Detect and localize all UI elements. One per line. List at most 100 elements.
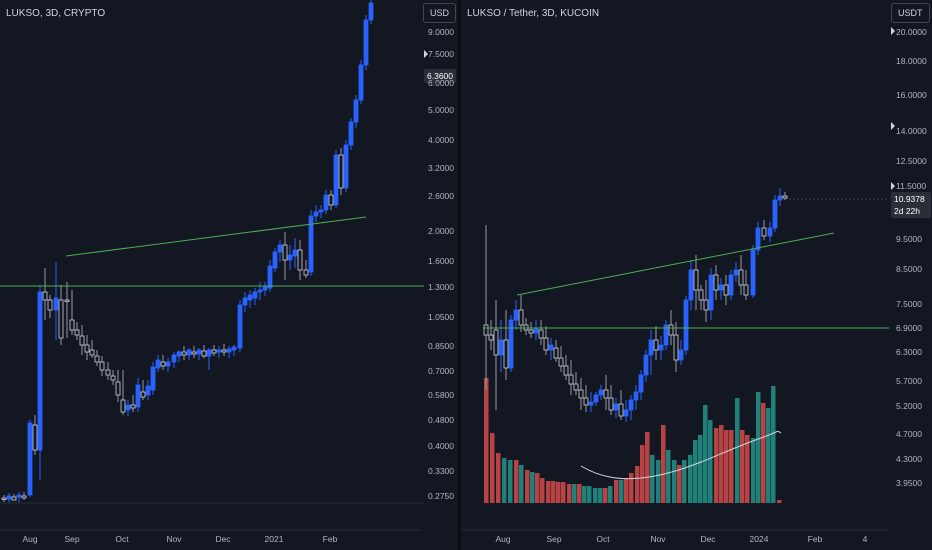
- candle: [84, 344, 90, 353]
- last-price-tag: [891, 192, 931, 218]
- candle: [58, 299, 64, 339]
- volume-bar: [598, 488, 603, 503]
- y-axis-label: 0.3300: [428, 466, 454, 476]
- candle: [658, 344, 664, 351]
- volume-bar: [666, 450, 671, 503]
- y-axis-label: 7.5000: [428, 49, 454, 59]
- candle: [323, 194, 329, 211]
- last-price-tag: [424, 69, 456, 83]
- candle: [498, 339, 504, 356]
- x-axis-label: 4: [863, 534, 868, 544]
- y-axis-label: 7.5000: [896, 299, 922, 309]
- candle: [171, 354, 177, 363]
- candle: [708, 274, 714, 311]
- x-axis-label: 2021: [265, 534, 284, 544]
- volume-bar: [745, 435, 750, 503]
- candle: [488, 334, 494, 341]
- volume-bar: [508, 460, 513, 503]
- candle: [237, 304, 243, 349]
- candle: [543, 337, 549, 351]
- candle: [32, 424, 38, 451]
- candle: [628, 399, 634, 411]
- volume-bar: [572, 484, 577, 503]
- candle: [333, 154, 339, 206]
- volume-bar: [514, 460, 519, 503]
- candle: [313, 211, 319, 217]
- volume-bar: [677, 465, 682, 503]
- y-axis-label: 3.2000: [428, 163, 454, 173]
- candle: [573, 383, 579, 391]
- candle: [593, 394, 599, 403]
- y-axis-label: 5.2000: [896, 401, 922, 411]
- price-marker-icon: [891, 122, 895, 130]
- y-axis-label: 8.5000: [896, 264, 922, 274]
- trend-line[interactable]: [65, 216, 367, 257]
- x-axis-label: Oct: [115, 534, 129, 544]
- candle: [16, 494, 22, 498]
- candle: [598, 389, 604, 396]
- candle: [27, 422, 33, 496]
- y-axis-label: 2.6000: [428, 191, 454, 201]
- candle: [743, 284, 749, 296]
- y-axis-label: 5.7000: [896, 376, 922, 386]
- candle: [653, 339, 659, 351]
- candle: [363, 19, 369, 66]
- candle: [508, 319, 514, 369]
- volume-bar: [656, 460, 661, 503]
- candle: [513, 309, 519, 321]
- volume-bar: [635, 466, 640, 503]
- candle: [47, 299, 53, 311]
- candle: [145, 385, 151, 396]
- volume-bar: [661, 425, 666, 503]
- y-axis-label: 20.0000: [896, 27, 927, 37]
- volume-bar: [603, 488, 608, 503]
- trend-line[interactable]: [516, 232, 835, 296]
- left-symbol-title: LUKSO, 3D, CRYPTO: [6, 8, 106, 19]
- candle: [231, 346, 237, 351]
- y-axis-label: 0.4800: [428, 415, 454, 425]
- left-chart-panel[interactable]: 6.3600 9.0000 7.5000 6.0000 5.0000 4.0000 3.2…: [0, 0, 458, 550]
- volume-bar: [751, 438, 756, 503]
- y-axis-label: 0.5800: [428, 390, 454, 400]
- right-currency-button[interactable]: USDT: [891, 3, 930, 23]
- volume-bar: [682, 460, 687, 503]
- candle: [578, 389, 584, 399]
- right-price-chart[interactable]: 10.9378 2d 22h 20.0000 18.0000 16.0000 14.00…: [461, 0, 932, 550]
- volume-bar: [756, 392, 761, 503]
- candle: [135, 384, 141, 408]
- left-currency-button[interactable]: USD: [423, 3, 457, 23]
- y-axis-label: 6.0000: [428, 78, 454, 88]
- candle: [728, 274, 734, 296]
- x-axis-label: Sep: [64, 534, 79, 544]
- candle: [755, 227, 761, 251]
- candle: [191, 351, 197, 355]
- y-axis-label: 14.0000: [896, 126, 927, 136]
- candle: [160, 361, 166, 367]
- candle: [608, 397, 614, 411]
- volume-bar: [672, 460, 677, 503]
- y-axis-label: 0.7000: [428, 366, 454, 376]
- candle: [297, 249, 303, 271]
- candle: [533, 327, 539, 334]
- candle: [165, 361, 171, 367]
- candle: [688, 269, 694, 301]
- x-axis-label: Feb: [323, 534, 338, 544]
- candle: [247, 294, 253, 301]
- candle: [226, 348, 232, 353]
- volume-bar: [593, 488, 598, 503]
- y-axis-label: 9.0000: [428, 27, 454, 37]
- volume-bar: [766, 408, 771, 503]
- candle: [772, 199, 778, 229]
- volume-bar: [619, 480, 624, 503]
- volume-bar: [530, 472, 535, 503]
- candle: [318, 209, 324, 213]
- right-chart-panel[interactable]: 10.9378 2d 22h 20.0000 18.0000 16.0000 14.00…: [461, 0, 932, 550]
- candle: [272, 251, 278, 269]
- candle: [79, 335, 85, 346]
- candle: [150, 366, 156, 391]
- candle: [338, 154, 344, 189]
- y-axis-label: 0.4000: [428, 441, 454, 451]
- left-price-chart[interactable]: 6.3600 9.0000 7.5000 6.0000 5.0000 4.0000 3.2…: [0, 0, 458, 550]
- candle: [767, 227, 773, 237]
- volume-bar: [582, 486, 587, 503]
